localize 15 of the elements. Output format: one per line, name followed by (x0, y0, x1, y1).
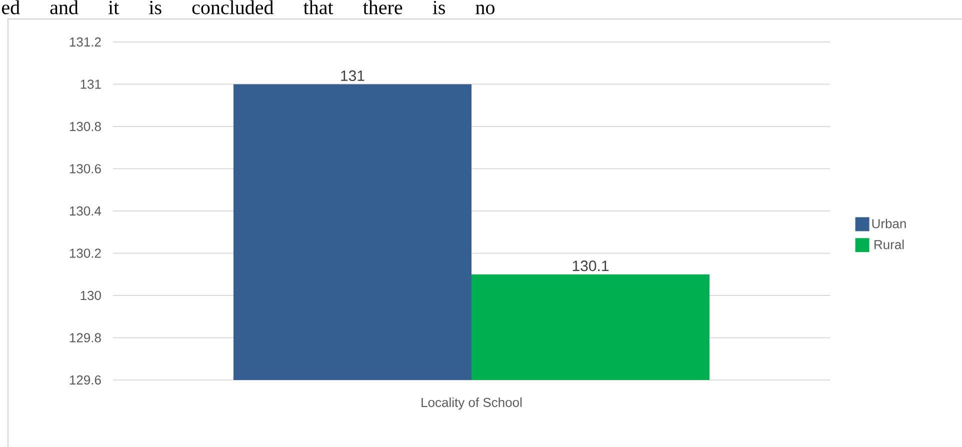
data-label: 131 (341, 70, 364, 82)
y-tick-label: 130.2 (70, 248, 101, 258)
y-tick-label: 130.6 (70, 164, 101, 174)
y-tick-label: 130.8 (70, 122, 101, 132)
legend-label: Urban (872, 218, 906, 228)
y-tick-label: 129.6 (70, 375, 101, 385)
text: ed and it is concluded that there is no (2, 0, 494, 14)
x-tick-label: Locality of School (422, 398, 522, 410)
y-tick-label: 130.4 (70, 206, 102, 216)
legend-label: Rural (874, 240, 904, 250)
y-tick-label: 131 (80, 80, 101, 89)
y-tick-label: 130 (80, 290, 101, 300)
y-tick-label: 129.8 (70, 333, 101, 342)
y-tick-label: 131.2 (70, 37, 101, 47)
data-label: 130.1 (572, 260, 609, 272)
